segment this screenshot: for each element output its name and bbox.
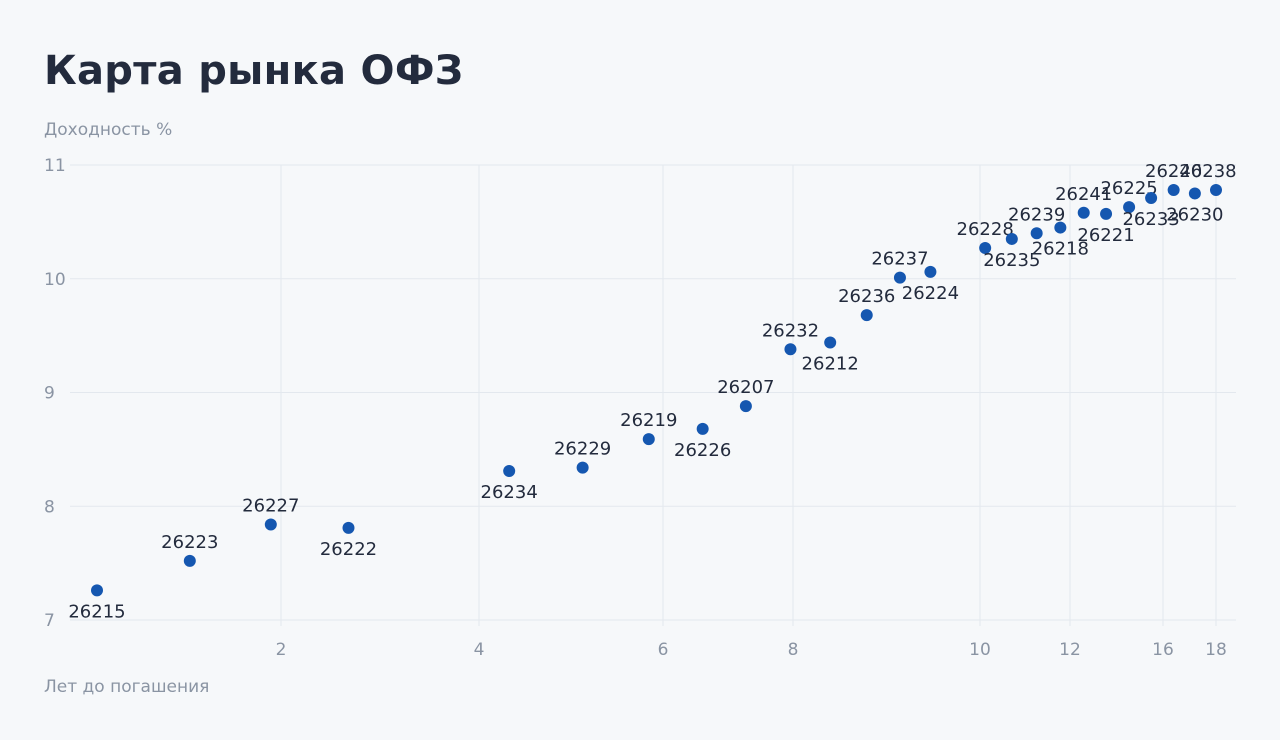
- point-label-26215: 26215: [68, 601, 125, 622]
- data-point-26222: [342, 521, 355, 534]
- data-point-26229: [576, 461, 589, 474]
- point-label-26229: 26229: [554, 439, 611, 460]
- data-point-26226: [696, 422, 709, 435]
- y-tick-label: 11: [44, 156, 66, 176]
- data-point-26230: [1188, 187, 1201, 200]
- point-label-26218: 26218: [1032, 239, 1089, 260]
- grid: [70, 164, 1236, 626]
- data-point-26237: [893, 271, 906, 284]
- point-label-26241: 26241: [1055, 184, 1112, 205]
- data-point-26236: [860, 309, 873, 322]
- point-label-26232: 26232: [762, 320, 819, 341]
- point-label-26224: 26224: [902, 283, 959, 304]
- x-tick-label: 18: [1205, 640, 1227, 660]
- data-point-26207: [739, 400, 752, 413]
- data-point-26232: [784, 343, 797, 356]
- data-point-26225: [1123, 201, 1136, 214]
- data-point-26218: [1054, 221, 1067, 234]
- point-label-26236: 26236: [838, 286, 895, 307]
- x-tick-label: 2: [276, 640, 287, 660]
- point-label-26227: 26227: [242, 495, 299, 516]
- data-point-26238: [1210, 184, 1222, 197]
- point-label-26240: 26240: [1145, 161, 1202, 182]
- point-label-26226: 26226: [674, 440, 731, 461]
- data-points: 26215 26223 26227 26222 26234 26229 26219 26226…: [68, 161, 1236, 622]
- point-label-26234: 26234: [481, 482, 538, 503]
- axis-ticks: 7 8 9 10 11 2 4 6 8 10 12 16 18: [44, 156, 1227, 660]
- data-point-26233: [1145, 191, 1158, 204]
- x-tick-label: 12: [1059, 640, 1081, 660]
- y-tick-label: 8: [44, 497, 55, 517]
- point-label-26219: 26219: [620, 410, 677, 431]
- y-tick-label: 7: [44, 611, 55, 631]
- point-label-26238: 26238: [1179, 161, 1236, 182]
- x-tick-label: 10: [969, 640, 991, 660]
- point-label-26228: 26228: [957, 219, 1014, 240]
- point-label-26230: 26230: [1166, 204, 1223, 225]
- data-point-26235: [1005, 232, 1018, 245]
- x-tick-label: 6: [658, 640, 669, 660]
- x-tick-label: 4: [474, 640, 485, 660]
- point-label-26207: 26207: [717, 377, 774, 398]
- chart-title: Карта рынка ОФЗ: [44, 48, 464, 94]
- data-point-26228: [979, 242, 992, 255]
- data-point-26227: [264, 518, 277, 531]
- point-label-26225: 26225: [1100, 178, 1157, 199]
- data-point-26221: [1100, 207, 1113, 220]
- data-point-26215: [91, 584, 103, 597]
- x-tick-label: 8: [788, 640, 799, 660]
- data-point-26241: [1077, 206, 1090, 219]
- point-label-26239: 26239: [1008, 204, 1065, 225]
- data-point-26212: [824, 336, 837, 349]
- point-label-26221: 26221: [1077, 225, 1134, 246]
- data-point-26239: [1030, 227, 1043, 240]
- point-label-26237: 26237: [871, 249, 928, 270]
- point-label-26233: 26233: [1122, 209, 1179, 230]
- y-tick-label: 10: [44, 270, 66, 290]
- point-label-26223: 26223: [161, 532, 218, 553]
- data-point-26240: [1167, 184, 1180, 197]
- data-point-26234: [503, 464, 516, 477]
- data-point-26223: [183, 554, 196, 567]
- y-tick-label: 9: [44, 384, 55, 404]
- x-tick-label: 16: [1152, 640, 1174, 660]
- point-label-26212: 26212: [802, 353, 859, 374]
- point-label-26222: 26222: [320, 539, 377, 560]
- y-axis-label: Доходность %: [44, 120, 173, 140]
- point-label-26235: 26235: [983, 250, 1040, 271]
- x-axis-label: Лет до погашения: [44, 677, 210, 697]
- data-point-26224: [924, 265, 937, 278]
- data-point-26219: [642, 433, 655, 446]
